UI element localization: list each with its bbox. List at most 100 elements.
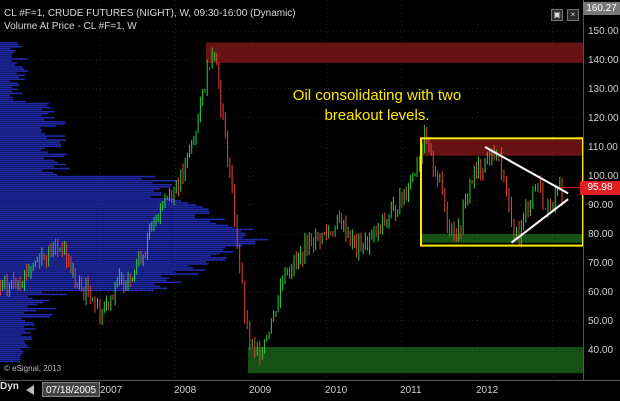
volume-profile-bar <box>0 139 67 141</box>
price-label: 150.00 <box>588 26 619 37</box>
volume-profile-bar <box>0 200 181 202</box>
price-label: 50.00 <box>588 316 614 327</box>
volume-profile-bar <box>0 255 212 257</box>
time-axis[interactable]: 2007 2008 2009 2010 2011 2012 <box>0 380 620 401</box>
volume-profile-bar <box>0 119 45 121</box>
volume-profile-bar <box>0 228 254 231</box>
volume-profile-bar <box>0 346 29 348</box>
volume-profile-bar <box>0 88 19 91</box>
volume-profile-bar <box>0 110 55 113</box>
volume-profile-bar <box>0 123 65 125</box>
volume-profile-bar <box>0 334 22 336</box>
volume-profile-bar <box>0 66 23 68</box>
close-icon[interactable]: × <box>567 9 579 21</box>
volume-profile-bar <box>0 253 220 255</box>
volume-profile-bar <box>0 234 246 237</box>
time-label: 2011 <box>400 385 422 396</box>
volume-profile-bar <box>0 68 25 70</box>
volume-profile-bar <box>0 90 12 93</box>
volume-profile-bar <box>0 263 209 265</box>
study-header: Volume At Price - CL #F=1, W <box>4 21 137 32</box>
volume-profile-bar <box>0 271 176 273</box>
support-zone-lower <box>248 347 583 374</box>
volume-profile-bar <box>0 102 49 105</box>
price-label: 120.00 <box>588 113 619 124</box>
volume-profile-bar <box>0 155 64 158</box>
volume-profile-bar <box>0 188 160 190</box>
volume-profile-bar <box>0 313 53 316</box>
volume-profile-bar <box>0 56 12 58</box>
volume-profile-bar <box>0 186 171 188</box>
volume-profile-bar <box>0 121 66 123</box>
volume-profile-bar <box>0 315 51 318</box>
time-label: 2008 <box>174 385 197 396</box>
volume-profile-bar <box>0 354 22 357</box>
volume-profile-bar <box>0 250 234 253</box>
volume-profile-bar <box>0 317 22 320</box>
volume-profile-bar <box>0 261 206 263</box>
volume-profile-bar <box>0 330 26 332</box>
volume-profile-bar <box>0 82 19 85</box>
volume-profile-bar <box>0 96 14 99</box>
volume-profile-bar <box>0 94 11 97</box>
volume-profile-bar <box>0 206 203 208</box>
volume-profile-bar <box>0 230 241 233</box>
support-zone-box <box>421 234 583 243</box>
annotation-line-2: breakout levels. <box>324 107 430 124</box>
volume-profile-bar <box>0 326 24 328</box>
volume-profile-bar <box>0 179 180 182</box>
price-label: 80.00 <box>588 229 614 240</box>
volume-profile-bar <box>0 259 226 261</box>
volume-profile-bar <box>0 175 156 178</box>
price-label: 60.00 <box>588 287 614 298</box>
volume-profile-bar <box>0 190 154 192</box>
resistance-zone-upper <box>206 42 583 63</box>
volume-profile-bar <box>0 100 26 103</box>
volume-profile-bar <box>0 47 11 50</box>
triangle-lower-trendline <box>510 198 569 244</box>
resistance-zone-box <box>421 138 583 156</box>
volume-profile-bar <box>0 269 206 271</box>
volume-profile-bar <box>0 289 154 292</box>
volume-profile-bar <box>0 242 256 245</box>
volume-profile-bar <box>0 74 25 76</box>
volume-profile-bar <box>0 41 18 44</box>
volume-profile-bar <box>0 165 54 168</box>
volume-profile-bar <box>0 238 269 241</box>
volume-profile-bar <box>0 208 209 210</box>
price-label: 40.00 <box>588 345 614 356</box>
volume-profile-bar <box>0 198 175 200</box>
chart-options-icon[interactable]: ▣ <box>551 9 563 21</box>
volume-profile-bar <box>0 220 210 223</box>
volume-profile-bar <box>0 328 36 330</box>
volume-profile-bar <box>0 309 37 312</box>
volume-profile-bar <box>0 232 246 235</box>
volume-profile-bar <box>0 76 20 78</box>
volume-profile-bar <box>0 169 43 172</box>
volume-profile-bar <box>0 64 16 66</box>
dynamic-mode-label[interactable]: Dyn <box>0 381 19 392</box>
volume-profile-bar <box>0 135 65 137</box>
volume-profile-bar <box>0 348 21 351</box>
volume-profile-bar <box>0 177 142 180</box>
volume-profile-bar <box>0 360 20 363</box>
volume-profile-bar <box>0 45 23 48</box>
cursor-date-box[interactable]: 07/18/2005 <box>42 382 100 397</box>
volume-profile-bar <box>0 114 42 117</box>
volume-profile-bar <box>0 305 28 308</box>
volume-profile-bar <box>0 224 229 227</box>
time-label: 2007 <box>100 385 123 396</box>
volume-profile-bar <box>0 147 45 150</box>
volume-profile-bar <box>0 342 26 344</box>
volume-profile-bar <box>0 281 182 284</box>
price-label: 70.00 <box>588 258 614 269</box>
volume-profile-bar <box>0 62 18 64</box>
volume-profile-bar <box>0 143 61 145</box>
volume-profile-bar <box>0 92 23 95</box>
scroll-left-icon[interactable] <box>26 385 34 395</box>
volume-profile-bar <box>0 173 58 176</box>
volume-profile-bar <box>0 125 57 127</box>
price-label: 90.00 <box>588 200 614 211</box>
